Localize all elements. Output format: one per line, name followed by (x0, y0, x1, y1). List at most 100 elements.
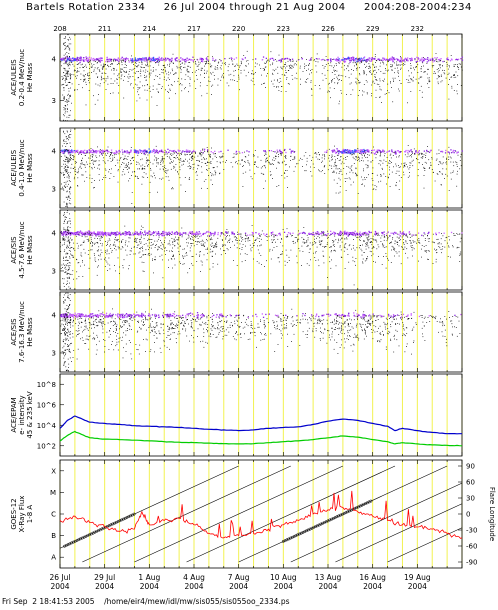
data-point (60, 58, 62, 60)
data-point (403, 248, 405, 250)
data-point (130, 83, 132, 84)
data-point (310, 81, 312, 83)
data-point (67, 131, 68, 133)
data-point (156, 88, 158, 90)
data-point (285, 170, 286, 171)
data-point (92, 154, 94, 156)
data-point (392, 101, 394, 103)
data-point (141, 58, 144, 60)
data-point (161, 248, 163, 250)
data-point (112, 59, 114, 61)
data-point (273, 247, 275, 248)
data-point (122, 58, 124, 60)
data-point (177, 60, 179, 62)
data-point (190, 233, 191, 234)
data-point (105, 252, 106, 253)
data-point (78, 168, 79, 170)
data-point (90, 59, 92, 61)
data-point (332, 151, 334, 153)
data-point (238, 78, 240, 80)
data-point (278, 185, 280, 186)
data-point (137, 161, 139, 163)
data-point (425, 155, 427, 156)
data-point (360, 152, 362, 154)
data-point (334, 156, 336, 157)
data-point (160, 164, 162, 165)
data-point (397, 64, 399, 66)
data-point (101, 252, 103, 253)
data-point (380, 71, 382, 72)
data-point (146, 75, 148, 77)
data-point (107, 83, 109, 85)
data-point (359, 153, 360, 154)
data-point (189, 165, 190, 167)
data-point (412, 80, 414, 82)
data-point (172, 256, 173, 257)
data-point (178, 237, 180, 239)
data-point (129, 76, 131, 77)
data-point (74, 89, 76, 91)
data-point (169, 234, 170, 236)
data-point (372, 160, 374, 161)
data-point (143, 244, 145, 245)
data-point (457, 84, 458, 85)
data-point (189, 150, 191, 153)
data-point (197, 164, 199, 166)
data-point (67, 65, 69, 67)
data-point (155, 150, 158, 152)
data-point (420, 85, 422, 87)
data-point (257, 156, 259, 158)
data-point (202, 59, 204, 61)
data-point (358, 80, 359, 81)
data-point (337, 150, 339, 152)
data-point (342, 150, 344, 153)
data-point (411, 235, 413, 237)
data-point (158, 62, 160, 64)
data-point (89, 166, 91, 168)
data-point (283, 65, 285, 67)
data-point (338, 58, 340, 60)
data-point (104, 161, 106, 163)
data-point (172, 62, 174, 64)
data-point (70, 167, 72, 169)
data-point (410, 78, 411, 80)
data-point (372, 180, 374, 181)
data-point (88, 82, 90, 84)
data-point (68, 202, 70, 204)
data-point (427, 235, 428, 237)
data-point (373, 146, 374, 148)
data-point (105, 60, 107, 63)
data-point (343, 158, 345, 160)
data-point (179, 177, 181, 179)
data-point (397, 70, 399, 72)
data-point (441, 163, 443, 165)
data-point (64, 45, 66, 46)
data-point (90, 151, 92, 153)
data-point (253, 155, 255, 157)
data-point (371, 73, 373, 75)
data-point (86, 150, 88, 152)
data-point (61, 84, 63, 86)
data-point (335, 168, 337, 170)
data-point (436, 173, 438, 175)
data-point (217, 62, 219, 64)
data-point (339, 79, 340, 80)
data-point (373, 188, 375, 190)
data-point (123, 60, 124, 62)
data-point (230, 73, 232, 75)
data-point (384, 236, 385, 237)
data-point (312, 244, 314, 245)
data-point (164, 154, 165, 156)
data-point (153, 152, 156, 154)
data-point (134, 68, 136, 69)
data-point (368, 238, 370, 240)
data-point (61, 65, 62, 67)
y-axis-label: 0.2-0.4 MeV/nuc (18, 49, 26, 106)
data-point (173, 151, 175, 153)
data-point (311, 233, 313, 235)
data-point (420, 76, 422, 78)
data-point (225, 161, 226, 163)
data-point (162, 162, 164, 164)
data-point (130, 160, 131, 161)
data-point (102, 78, 104, 80)
